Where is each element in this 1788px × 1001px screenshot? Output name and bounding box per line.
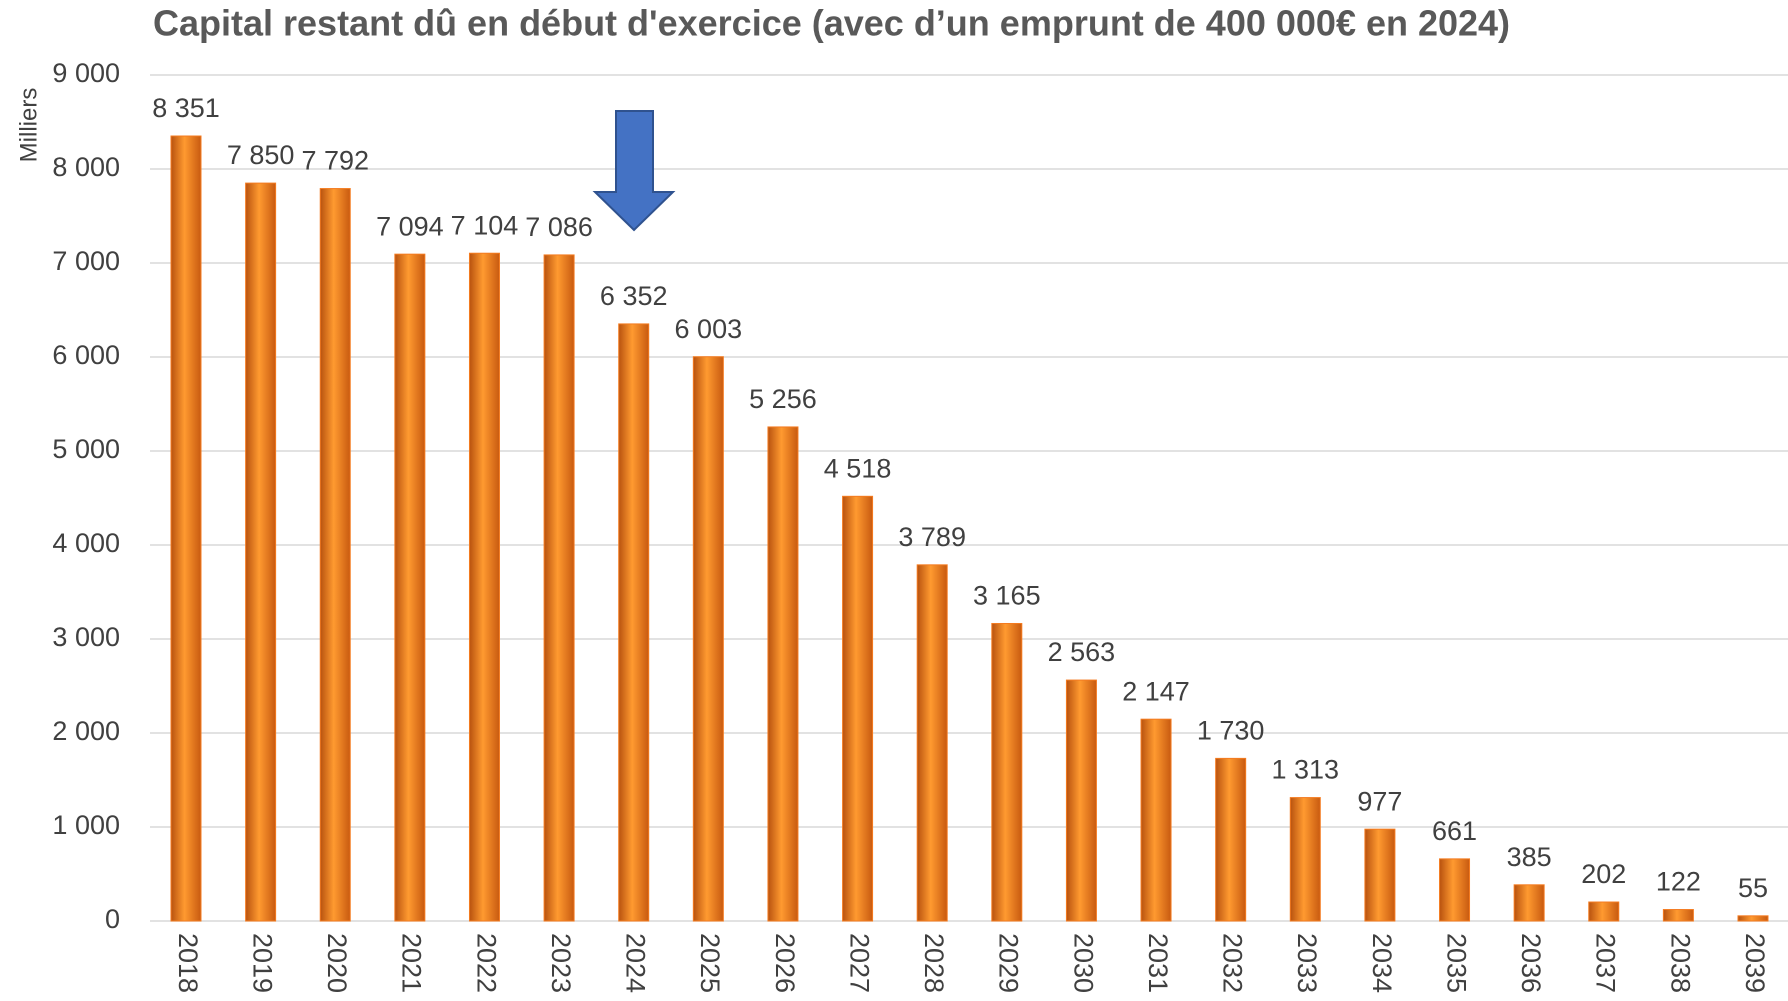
x-tick-label: 2027 [844,933,874,993]
y-tick-label: 2 000 [52,716,120,746]
data-label: 202 [1581,859,1626,889]
x-tick-label: 2028 [919,933,949,993]
bar [1215,757,1247,922]
bar [1065,679,1097,922]
x-tick-label: 2036 [1516,933,1546,993]
x-tick-label: 2031 [1143,933,1173,993]
data-label: 7 104 [451,210,519,240]
bar [1513,884,1545,922]
data-label: 2 147 [1122,676,1190,706]
bar [1662,909,1694,922]
x-tick-label: 2024 [621,933,651,993]
bar [394,253,426,922]
data-label: 385 [1507,842,1552,872]
y-tick-label: 4 000 [52,528,120,558]
bar [1364,828,1396,922]
x-tick-label: 2029 [994,933,1024,993]
chart-title: Capital restant dû en début d'exercice (… [153,3,1510,44]
x-tick-label: 2023 [546,933,576,993]
bar [468,252,500,922]
y-tick-label: 7 000 [52,246,120,276]
x-tick-label: 2038 [1665,933,1695,993]
arrow-annotation [592,110,676,232]
x-tick-label: 2030 [1068,933,1098,993]
x-tick-label: 2021 [397,933,427,993]
bar [692,356,724,922]
bar [319,188,351,922]
plot-area: 0 1 000 2 000 3 000 4 000 5 000 6 000 7 000 8 00… [52,58,1788,993]
data-label: 661 [1432,816,1477,846]
y-axis-label: Milliers [15,88,42,163]
x-tick-label: 2033 [1292,933,1322,993]
y-tick-label: 1 000 [52,810,120,840]
data-label: 6 352 [600,281,668,311]
bar [245,182,277,922]
data-label: 3 789 [898,522,966,552]
x-tick-label: 2034 [1367,933,1397,993]
bar [991,622,1023,922]
data-label: 7 086 [525,212,593,242]
x-tick-label: 2037 [1591,933,1621,993]
data-label: 7 094 [376,211,444,241]
data-label: 7 792 [301,146,369,176]
bar [543,254,575,922]
x-tick-label: 2026 [770,933,800,993]
y-tick-label: 8 000 [52,152,120,182]
x-tick-label: 2032 [1218,933,1248,993]
y-tick-label: 5 000 [52,434,120,464]
x-tick-label: 2020 [322,933,352,993]
bar [1588,901,1620,922]
x-tick-label: 2022 [471,933,501,993]
y-tick-label: 0 [105,904,120,934]
bar [842,495,874,922]
data-label: 55 [1738,873,1768,903]
bar [916,564,948,922]
y-tick-label: 6 000 [52,340,120,370]
y-tick-label: 3 000 [52,622,120,652]
bar [618,323,650,922]
data-label: 5 256 [749,384,817,414]
data-label: 1 313 [1271,755,1339,785]
bar [1289,797,1321,922]
data-label: 7 850 [227,140,295,170]
bar [1140,718,1172,922]
data-label: 3 165 [973,581,1041,611]
y-tick-label: 9 000 [52,58,120,88]
bar [1737,915,1769,922]
data-label: 977 [1357,786,1402,816]
x-tick-label: 2035 [1441,933,1471,993]
data-label: 6 003 [675,314,743,344]
data-label: 4 518 [824,453,892,483]
data-label: 1 730 [1197,716,1265,746]
x-tick-label: 2018 [173,933,203,993]
bar [170,135,202,922]
bar [1439,858,1471,922]
bar [767,426,799,922]
x-tick-label: 2039 [1740,933,1770,993]
data-label: 2 563 [1048,637,1116,667]
x-tick-label: 2019 [247,933,277,993]
x-tick-label: 2025 [695,933,725,993]
data-label: 8 351 [152,93,220,123]
data-label: 122 [1656,867,1701,897]
